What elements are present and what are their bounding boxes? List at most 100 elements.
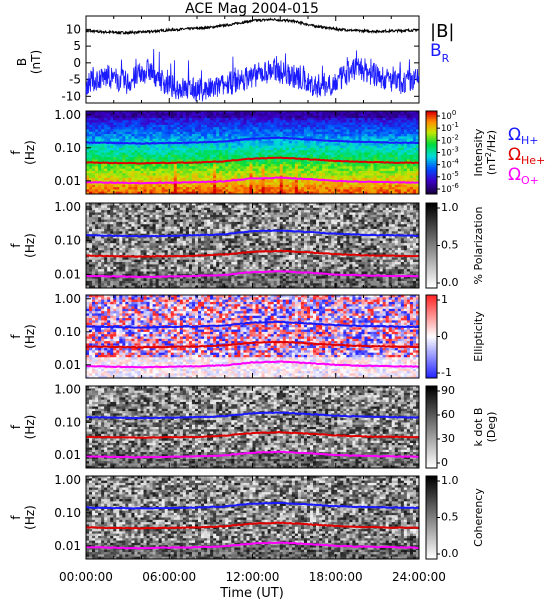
spectrogram-cell (176, 115, 181, 119)
colorbar-tick-label: 10-1 (441, 121, 459, 134)
spectrogram-cell (285, 164, 290, 167)
spectrogram-cell (394, 168, 399, 172)
spectrogram-cell (294, 191, 299, 195)
spectrogram-cell (92, 170, 96, 174)
spectrogram-cell (337, 150, 341, 153)
spectrogram-cell (119, 231, 123, 235)
spectrogram-cell (328, 189, 332, 193)
spectrogram-cell (107, 231, 111, 235)
spectrogram-cell (185, 138, 190, 142)
spectrogram-cell (207, 175, 211, 179)
spectrogram-cell (89, 207, 93, 211)
spectrogram-cell (228, 187, 232, 190)
spectrogram-cell (397, 166, 402, 170)
spectrogram-cell (282, 184, 287, 188)
spectrogram-cell (149, 262, 153, 265)
spectrogram-cell (179, 189, 184, 193)
spectrogram-cell (107, 189, 111, 193)
spectrogram-cell (149, 147, 153, 151)
spectrogram-cell (210, 168, 214, 172)
spectrogram-cell (185, 154, 190, 158)
spectrogram-cell (137, 243, 141, 246)
spectrogram-cell (267, 120, 272, 123)
spectrogram-cell (125, 264, 129, 268)
spectrogram-cell (379, 170, 384, 174)
spectrogram-cell (176, 157, 181, 160)
spectrogram-cell (89, 150, 93, 153)
spectrogram-cell (403, 189, 408, 193)
spectrogram-cell (219, 166, 223, 170)
spectrogram-cell (161, 236, 166, 239)
spectrogram-cell (364, 120, 368, 123)
spectrogram-cell (128, 127, 132, 130)
spectrogram-cell (343, 189, 347, 193)
spectrogram-cell (107, 245, 111, 249)
spectrogram-cell (210, 191, 214, 195)
spectrogram-cell (225, 113, 229, 117)
spectrogram-cell (143, 134, 147, 137)
spectrogram-cell (167, 173, 172, 176)
spectrogram-cell (331, 117, 335, 121)
spectrogram-cell (86, 138, 90, 142)
spectrogram-cell (403, 191, 408, 195)
spectrogram-cell (273, 147, 278, 151)
spectrogram-cell (101, 212, 105, 216)
spectrogram-cell (131, 266, 135, 270)
spectrogram-cell (170, 180, 175, 183)
spectrogram-cell (158, 113, 163, 117)
spectrogram-cell (158, 120, 163, 123)
spectrogram-cell (261, 111, 266, 114)
spectrogram-cell (98, 269, 102, 272)
spectrogram-cell (300, 180, 305, 183)
spectrogram-cell (89, 120, 93, 123)
spectrogram-cell (313, 152, 317, 156)
spectrogram-cell (98, 131, 102, 135)
spectrogram-cell (337, 120, 341, 123)
spectrogram-cell (310, 140, 314, 144)
spectrogram-cell (334, 184, 338, 188)
spectrogram-cell (143, 159, 147, 163)
spectrogram-cell (113, 189, 117, 193)
spectrogram-cell (173, 170, 178, 174)
spectrogram-cell (397, 189, 402, 193)
exponent: -3 (452, 146, 459, 154)
spectrogram-cell (164, 173, 169, 176)
spectrogram-cell (104, 243, 108, 246)
spectrogram-cell (119, 150, 123, 153)
spectrogram-cell (240, 189, 244, 193)
spectrogram-cell (261, 164, 266, 167)
spectrogram-cell (198, 177, 202, 181)
spectrogram-cell (119, 224, 123, 228)
spectrogram-cell (188, 182, 193, 186)
spectrogram-cell (282, 177, 287, 181)
spectrogram-cell (270, 182, 275, 186)
spectrogram-cell (331, 191, 335, 195)
spectrogram-cell (128, 203, 132, 206)
spectrogram-cell (412, 177, 417, 181)
spectrogram-cell (149, 175, 153, 179)
spectrogram-cell (107, 210, 111, 213)
spectrogram-cell (131, 175, 135, 179)
spectrogram-cell (316, 168, 320, 172)
spectrogram-cell (122, 187, 126, 190)
spectrogram-cell (176, 134, 181, 137)
spectrogram-cell (146, 189, 150, 193)
spectrogram-cell (146, 264, 150, 268)
spectrogram-cell (110, 219, 114, 223)
spectrogram-cell (228, 145, 232, 149)
spectrogram-cell (303, 136, 308, 140)
spectrogram-cell (382, 164, 387, 167)
spectrogram-cell (310, 191, 314, 195)
spectrogram-cell (219, 177, 223, 181)
spectrogram-cell (222, 189, 226, 193)
spectrogram-cell (412, 124, 417, 128)
spectrogram-cell (394, 136, 399, 140)
spectrogram-cell (267, 124, 272, 128)
spectrogram-cell (170, 113, 175, 117)
spectrogram-cell (98, 210, 102, 213)
spectrogram-cell (349, 189, 353, 193)
spectrogram-cell (113, 224, 117, 228)
spectrogram-cell (243, 180, 247, 183)
spectrogram-cell (400, 170, 405, 174)
spectrogram-cell (152, 257, 157, 261)
